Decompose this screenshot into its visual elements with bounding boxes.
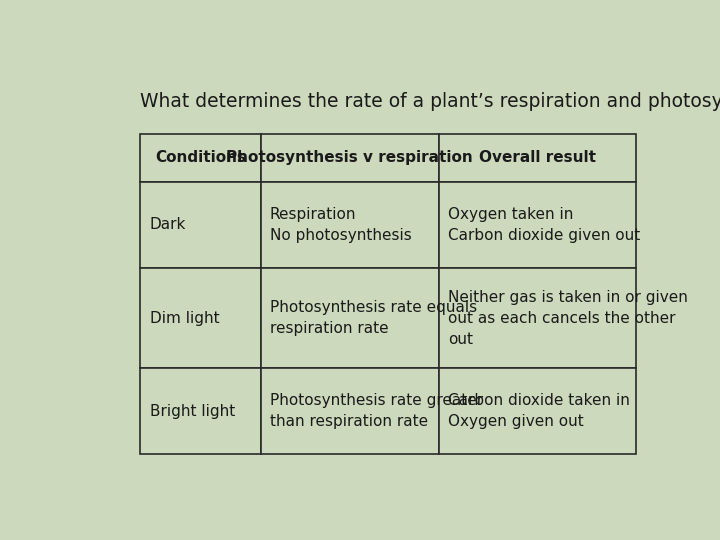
Text: Oxygen taken in
Carbon dioxide given out: Oxygen taken in Carbon dioxide given out [448, 207, 640, 243]
Text: Bright light: Bright light [150, 404, 235, 419]
Bar [261, 368, 438, 455]
Bar [140, 368, 261, 455]
Text: Photosynthesis rate greater
than respiration rate: Photosynthesis rate greater than respira… [270, 393, 483, 429]
Text: Dark: Dark [150, 218, 186, 232]
Bar [438, 134, 636, 182]
Text: Photosynthesis v respiration: Photosynthesis v respiration [226, 151, 473, 165]
Bar [140, 268, 261, 368]
Bar [261, 134, 438, 182]
Text: Respiration
No photosynthesis: Respiration No photosynthesis [270, 207, 412, 243]
Bar [261, 182, 438, 268]
Text: Dim light: Dim light [150, 310, 220, 326]
Text: Overall result: Overall result [479, 151, 596, 165]
Text: Carbon dioxide taken in
Oxygen given out: Carbon dioxide taken in Oxygen given out [448, 393, 630, 429]
Bar [140, 182, 261, 268]
Text: Conditions: Conditions [155, 151, 246, 165]
Bar [140, 134, 261, 182]
Text: Neither gas is taken in or given
out as each cancels the other
out: Neither gas is taken in or given out as … [448, 289, 688, 347]
Text: Photosynthesis rate equals
respiration rate: Photosynthesis rate equals respiration r… [270, 300, 477, 336]
Bar [261, 268, 438, 368]
Text: What determines the rate of a plant’s respiration and photosynthesis?: What determines the rate of a plant’s re… [140, 92, 720, 111]
Bar [438, 268, 636, 368]
Bar [438, 368, 636, 455]
Bar [438, 182, 636, 268]
